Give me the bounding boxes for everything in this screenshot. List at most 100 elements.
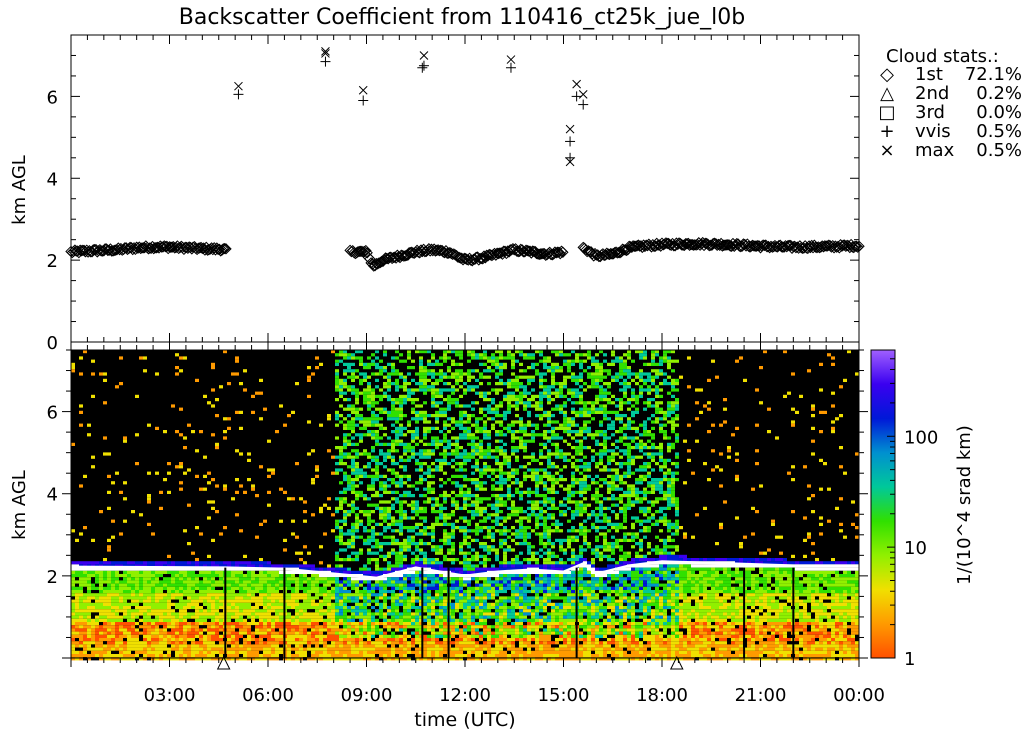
- heatmap-cell: [403, 574, 407, 578]
- heatmap-cell: [195, 564, 199, 568]
- heatmap-cell: [431, 567, 435, 571]
- heatmap-cell: [339, 404, 343, 408]
- heatmap-cell: [271, 647, 275, 651]
- heatmap-cell: [419, 468, 423, 472]
- heatmap-cell: [427, 500, 431, 504]
- cross-b: [321, 49, 330, 58]
- heatmap-cell: [407, 458, 411, 462]
- heatmap-cell: [423, 510, 427, 514]
- heatmap-cell: [431, 650, 435, 654]
- heatmap-cell: [187, 618, 191, 622]
- heatmap-cell: [355, 423, 359, 427]
- heatmap-cell: [179, 570, 183, 574]
- cloud-base-marker: [609, 246, 621, 259]
- heatmap-cell: [87, 561, 91, 565]
- heatmap-cell: [403, 548, 407, 552]
- heatmap-cell: [323, 580, 327, 584]
- heatmap-cell: [111, 577, 115, 581]
- heatmap-cell: [231, 609, 235, 613]
- heatmap-cell: [83, 612, 87, 616]
- heatmap-cell: [443, 513, 447, 517]
- heatmap-cell: [383, 590, 387, 594]
- heatmap-cell: [331, 615, 335, 619]
- heatmap-cell: [379, 407, 383, 411]
- heatmap-cell: [331, 570, 335, 574]
- heatmap-cell: [435, 590, 439, 594]
- heatmap-cell: [235, 567, 239, 571]
- heatmap-cell: [271, 657, 275, 661]
- heatmap-cell: [267, 631, 271, 635]
- heatmap-cell: [187, 561, 191, 565]
- heatmap-cell: [195, 567, 199, 571]
- max-marker: [506, 55, 516, 64]
- heatmap-cell: [443, 356, 447, 360]
- heatmap-cell: [279, 638, 283, 642]
- heatmap-cell: [139, 631, 143, 635]
- heatmap-cell: [167, 641, 171, 645]
- heatmap-cell: [403, 481, 407, 485]
- heatmap-cell: [339, 628, 343, 632]
- heatmap-cell: [251, 586, 255, 590]
- heatmap-cell: [87, 657, 91, 661]
- heatmap-cell: [347, 583, 351, 587]
- heatmap-cell: [343, 650, 347, 654]
- heatmap-cell: [239, 583, 243, 587]
- heatmap-cell: [211, 606, 215, 610]
- heatmap-cell: [323, 647, 327, 651]
- heatmap-cell: [359, 407, 363, 411]
- heatmap-cell: [343, 407, 347, 411]
- heatmap-cell: [215, 580, 219, 584]
- heatmap-cell: [267, 654, 271, 658]
- heatmap-cell: [203, 647, 207, 651]
- heatmap-cell: [203, 634, 207, 638]
- heatmap-cell: [275, 596, 279, 600]
- heatmap-cell: [375, 356, 379, 360]
- heatmap-cell: [355, 634, 359, 638]
- heatmap-cell: [251, 410, 255, 414]
- heatmap-cell: [291, 650, 295, 654]
- heatmap-cell: [367, 599, 371, 603]
- heatmap-cell: [403, 650, 407, 654]
- heatmap-cell: [255, 609, 259, 613]
- heatmap-cell: [403, 615, 407, 619]
- heatmap-cell: [443, 481, 447, 485]
- heatmap-cell: [175, 372, 179, 376]
- heatmap-cell: [407, 628, 411, 632]
- heatmap-cell: [343, 490, 347, 494]
- heatmap-cell: [327, 414, 331, 418]
- heatmap-cell: [255, 590, 259, 594]
- heatmap-cell: [407, 484, 411, 488]
- heatmap-cell: [391, 628, 395, 632]
- heatmap-cell: [351, 609, 355, 613]
- heatmap-cell: [227, 628, 231, 632]
- heatmap-cell: [351, 580, 355, 584]
- heatmap-cell: [135, 561, 139, 565]
- heatmap-cell: [231, 580, 235, 584]
- heatmap-cell: [107, 452, 111, 456]
- heatmap-cell: [311, 634, 315, 638]
- heatmap-cell: [411, 391, 415, 395]
- heatmap-cell: [443, 625, 447, 629]
- heatmap-cell: [431, 564, 435, 568]
- heatmap-cell: [175, 644, 179, 648]
- heatmap-cell: [267, 593, 271, 597]
- heatmap-cell: [427, 468, 431, 472]
- heatmap-cell: [411, 452, 415, 456]
- heatmap-cell: [147, 618, 151, 622]
- heatmap-cell: [211, 641, 215, 645]
- heatmap-cell: [139, 638, 143, 642]
- heatmap-cell: [423, 417, 427, 421]
- heatmap-cell: [307, 551, 311, 555]
- heatmap-cell: [339, 567, 343, 571]
- heatmap-cell: [327, 590, 331, 594]
- heatmap-cell: [351, 449, 355, 453]
- heatmap-cell: [227, 586, 231, 590]
- heatmap-cell: [435, 391, 439, 395]
- heatmap-cell: [387, 631, 391, 635]
- cloud-base-marker: [353, 245, 365, 258]
- heatmap-cell: [435, 641, 439, 645]
- heatmap-cell: [251, 570, 255, 574]
- heatmap-cell: [75, 615, 79, 619]
- heatmap-cell: [423, 580, 427, 584]
- heatmap-cell: [311, 654, 315, 658]
